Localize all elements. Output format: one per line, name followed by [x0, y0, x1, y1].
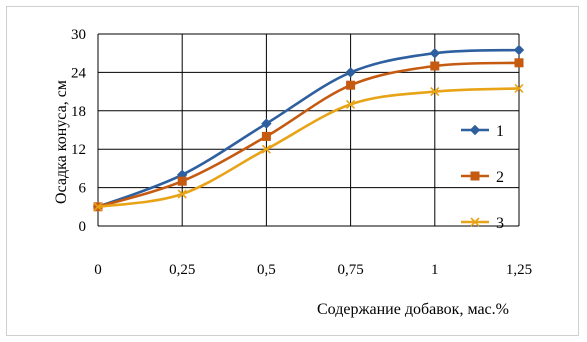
legend-entry-3: 3: [461, 215, 504, 232]
x-tick-label: 0,75: [337, 262, 363, 278]
data-point-marker: [177, 189, 187, 199]
series-1: [92, 44, 525, 213]
data-point-marker: [346, 80, 356, 90]
data-point-marker: [469, 124, 481, 136]
grid: [97, 33, 520, 227]
legend-entry-2: 2: [461, 169, 504, 186]
data-point-marker: [177, 176, 187, 186]
series-group: [92, 44, 525, 213]
legend-label: 2: [496, 169, 504, 186]
data-point-marker: [346, 99, 356, 109]
series-3: [93, 83, 524, 212]
data-point-marker: [430, 61, 440, 71]
y-tick-label: 30: [71, 27, 86, 43]
x-tick-label: 1,25: [506, 262, 532, 278]
data-point-marker: [261, 118, 272, 129]
series-line: [97, 87, 520, 209]
x-axis-label: Содержание добавок, мас.%: [317, 301, 509, 318]
data-point-marker: [514, 58, 524, 68]
x-tick-label: 0,5: [257, 262, 276, 278]
y-tick-label: 6: [79, 181, 87, 197]
data-point-marker: [514, 83, 524, 93]
x-tick-label: 0: [94, 262, 102, 278]
data-point-marker: [345, 67, 356, 78]
data-point-marker: [429, 47, 441, 59]
legend-label: 1: [496, 123, 504, 140]
series-line: [97, 48, 520, 209]
data-point-marker: [93, 202, 103, 212]
legend: 1 2 3: [461, 123, 504, 232]
legend-label: 3: [496, 215, 504, 232]
chart-frame: [6, 6, 579, 336]
y-tick-label: 12: [71, 142, 86, 158]
data-point-marker: [513, 44, 525, 56]
legend-entry-1: 1: [461, 123, 504, 140]
data-point-marker: [470, 171, 480, 181]
x-tick-label: 1: [431, 262, 439, 278]
data-point-marker: [261, 144, 271, 154]
data-point-marker: [470, 217, 480, 227]
series-line: [97, 61, 520, 209]
data-point-marker: [261, 131, 271, 141]
y-tick-label: 24: [71, 65, 87, 81]
data-point-marker: [430, 87, 440, 97]
y-tick-label: 0: [79, 219, 87, 235]
x-tick-label: 0,25: [169, 262, 195, 278]
y-tick-label: 18: [71, 104, 86, 120]
y-axis-label: Осадка конуса, см: [53, 80, 70, 204]
